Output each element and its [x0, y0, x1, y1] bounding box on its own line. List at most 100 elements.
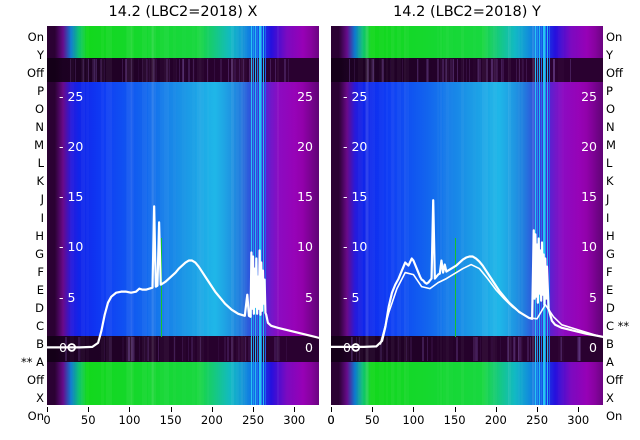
x-axis-tick [171, 407, 172, 412]
axis-label-right-9: J [606, 192, 640, 206]
inner-y-tick-label: - 25 [343, 89, 367, 104]
axis-label-left-2: Off [0, 66, 44, 80]
axis-label-left-1: Y [0, 48, 44, 62]
inner-y-tick-label: - 25 [59, 89, 83, 104]
x-axis-tick-label: 200 [485, 413, 507, 427]
inner-y-tick-label-right: 25 [297, 89, 313, 104]
inner-y-tick-label-right: 5 [589, 290, 597, 305]
axis-label-right-21: On [606, 409, 640, 423]
axis-label-left-11: H [0, 229, 44, 243]
axis-label-right-17: B [606, 337, 640, 351]
x-axis-tick-label: 100 [118, 413, 140, 427]
axis-label-left-4: O [0, 102, 44, 116]
inner-y-tick-label: - 10 [343, 239, 367, 254]
axis-label-right-3: P [606, 84, 640, 98]
axis-label-left-8: K [0, 174, 44, 188]
axis-label-left-19: Off [0, 373, 44, 387]
inner-y-tick-label: - 15 [59, 189, 83, 204]
x-axis-tick [496, 407, 497, 412]
profile-curve [380, 265, 603, 344]
x-axis-tick [88, 407, 89, 412]
x-axis-tick [455, 407, 456, 412]
plot-area-y: - 25 25 - 20 20 - 15 15 - 10 10 - 5 5 0 0 [331, 26, 603, 405]
inner-y-tick-label-right: 0 [589, 340, 597, 355]
x-axis-tick-label: 50 [365, 413, 380, 427]
x-axis-tick [129, 407, 130, 412]
axis-label-right-10: I [606, 211, 640, 225]
axis-label-right-18: A [606, 355, 640, 369]
x-axis-tick-label: 250 [242, 413, 264, 427]
axis-label-left-20: X [0, 391, 44, 405]
panel-title-y: 14.2 (LBC2=2018) Y [331, 4, 603, 20]
x-axis-tick-label: 300 [567, 413, 589, 427]
x-axis-tick-label: 50 [81, 413, 96, 427]
axis-label-right-16: C ** [606, 319, 640, 333]
x-axis-tick [372, 407, 373, 412]
axis-label-left-6: M [0, 138, 44, 152]
axis-label-right-14: E [606, 283, 640, 297]
inner-y-tick-label-right: 0 [305, 340, 313, 355]
inner-y-tick-label: - 20 [343, 139, 367, 154]
axis-label-right-1: Y [606, 48, 640, 62]
x-axis-tick [578, 407, 579, 412]
axis-label-left-14: E [0, 283, 44, 297]
axis-label-right-11: H [606, 229, 640, 243]
axis-label-left-3: P [0, 84, 44, 98]
profile-curves-y [331, 26, 603, 405]
x-axis-tick [47, 407, 48, 412]
inner-y-tick-label: - 5 [59, 290, 75, 305]
axis-label-right-5: N [606, 120, 640, 134]
inner-y-tick-label-right: 20 [581, 139, 597, 154]
inner-y-tick-label: - 15 [343, 189, 367, 204]
inner-y-tick-label-right: 20 [297, 139, 313, 154]
axis-label-right-15: D [606, 301, 640, 315]
inner-y-tick-label-right: 10 [581, 239, 597, 254]
axis-label-left-18: ** A [0, 355, 44, 369]
axis-label-left-7: L [0, 156, 44, 170]
profile-curves-x [47, 26, 319, 405]
panel-title-x: 14.2 (LBC2=2018) X [47, 4, 319, 20]
axis-label-right-0: On [606, 30, 640, 44]
axis-label-right-4: O [606, 102, 640, 116]
plot-area-x: - 25 25- 20 20- 15 15- 10 10- 5500 [47, 26, 319, 405]
x-axis-tick [537, 407, 538, 412]
x-axis-tick-label: 100 [402, 413, 424, 427]
inner-y-tick-label-right: 25 [581, 89, 597, 104]
axis-label-right-2: Off [606, 66, 640, 80]
x-axis-y: 0 50 100 150 200 250 300 [331, 407, 603, 431]
axis-label-left-15: D [0, 301, 44, 315]
x-axis-tick-label: 0 [43, 413, 50, 427]
x-axis-tick-label: 250 [526, 413, 548, 427]
axis-label-right-19: Off [606, 373, 640, 387]
axis-label-right-12: G [606, 247, 640, 261]
axis-label-right-8: K [606, 174, 640, 188]
x-axis-tick-label: 0 [327, 413, 334, 427]
inner-y-tick-label: - 10 [59, 239, 83, 254]
inner-y-tick-label-right: 10 [297, 239, 313, 254]
x-axis-tick-label: 150 [160, 413, 182, 427]
x-axis-tick-label: 200 [201, 413, 223, 427]
x-axis-tick [253, 407, 254, 412]
inner-y-tick-label: - 5 [343, 290, 359, 305]
axis-label-left-21: On [0, 409, 44, 423]
axis-label-right-6: M [606, 138, 640, 152]
x-axis-tick [294, 407, 295, 412]
x-axis-x: 0 50 100 150 200 250 300 0 [47, 407, 319, 431]
x-axis-tick [413, 407, 414, 412]
x-axis-tick-label: 300 [283, 413, 305, 427]
axis-label-left-16: C [0, 319, 44, 333]
inner-y-tick-label: - 20 [59, 139, 83, 154]
axis-label-left-5: N [0, 120, 44, 134]
axis-label-left-17: B [0, 337, 44, 351]
axis-label-left-12: G [0, 247, 44, 261]
inner-y-tick-label: 0 [343, 340, 351, 355]
profile-curve [47, 206, 319, 347]
inner-y-tick-label-right: 15 [581, 189, 597, 204]
x-axis-tick [331, 407, 332, 412]
axis-label-left-0: On [0, 30, 44, 44]
figure-root: 14.2 (LBC2=2018) X 14.2 (LBC2=2018) Y - 25… [0, 0, 640, 440]
axis-label-left-9: J [0, 192, 44, 206]
axis-label-right-20: X [606, 391, 640, 405]
axis-label-left-13: F [0, 265, 44, 279]
axis-label-right-13: F [606, 265, 640, 279]
